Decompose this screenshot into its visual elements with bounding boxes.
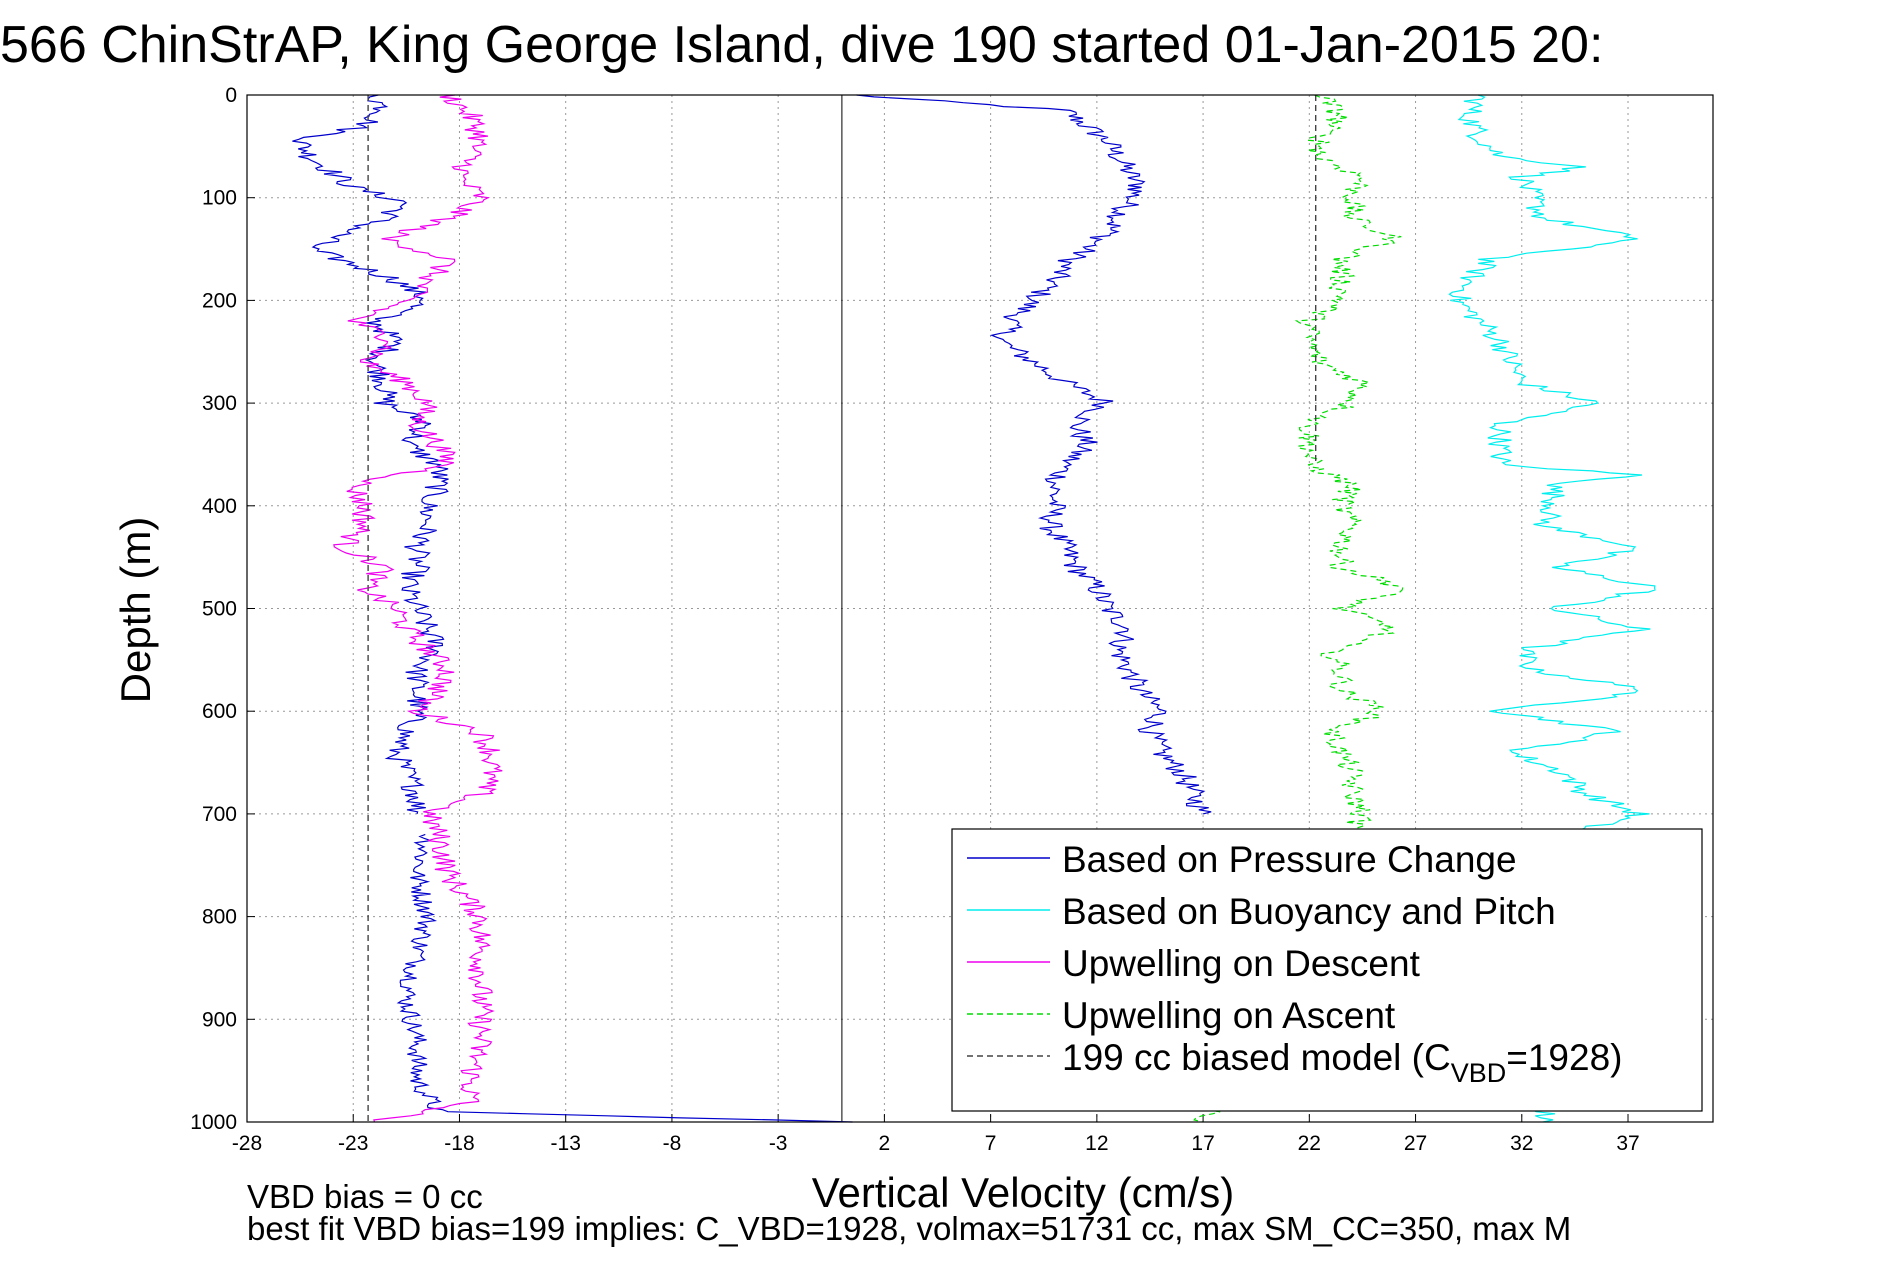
x-tick-label: 37 — [1616, 1132, 1639, 1155]
series-line-0 — [856, 94, 1212, 815]
legend-box — [951, 828, 1703, 1112]
legend-label: Based on Buoyancy and Pitch — [1062, 891, 1556, 932]
y-tick-label: 500 — [202, 598, 237, 621]
y-tick-label: 700 — [202, 803, 237, 826]
legend-label: Upwelling on Descent — [1062, 943, 1421, 984]
x-tick-label: -13 — [551, 1132, 581, 1155]
x-tick-label: -23 — [338, 1132, 368, 1155]
y-axis-label: Depth (m) — [112, 517, 159, 704]
bias-note: VBD bias = 0 cc — [247, 1178, 483, 1215]
y-tick-label: 600 — [202, 700, 237, 723]
chart-title: 566 ChinStrAP, King George Island, dive … — [0, 16, 1603, 74]
x-axis-label: Vertical Velocity (cm/s) — [812, 1169, 1234, 1216]
series-line-0-deep — [396, 833, 853, 1123]
x-tick-label: 17 — [1191, 1132, 1214, 1155]
y-tick-label: 200 — [202, 289, 237, 312]
series-line-0-ascent — [292, 94, 449, 815]
y-tick-label: 400 — [202, 495, 237, 518]
x-tick-label: 22 — [1298, 1132, 1321, 1155]
y-tick-label: 1000 — [190, 1111, 237, 1134]
best-fit-note: best fit VBD bias=199 implies: C_VBD=192… — [247, 1210, 1571, 1247]
axis-ticks: -28 -23 -18 -13 -8 -3 2 7 12 17 22 27 32 370100200300… — [190, 84, 1639, 1155]
y-tick-label: 900 — [202, 1008, 237, 1031]
legend-suffix: =1928) — [1506, 1037, 1622, 1078]
y-tick-label: 300 — [202, 392, 237, 415]
x-tick-label: 2 — [879, 1132, 891, 1155]
legend-label: Based on Pressure Change — [1062, 839, 1517, 880]
x-tick-label: -18 — [444, 1132, 474, 1155]
plot-frame — [246, 94, 1714, 1123]
x-tick-label: -8 — [663, 1132, 682, 1155]
x-tick-label: -28 — [232, 1132, 262, 1155]
y-tick-label: 100 — [202, 187, 237, 210]
legend-subscript: VBD — [1451, 1058, 1507, 1088]
legend-label: Upwelling on Ascent — [1062, 995, 1396, 1036]
series-line-2 — [333, 94, 503, 1123]
x-tick-label: 12 — [1085, 1132, 1108, 1155]
x-tick-label: 32 — [1510, 1132, 1533, 1155]
y-tick-label: 0 — [225, 84, 237, 107]
x-tick-label: -3 — [769, 1132, 788, 1155]
y-tick-label: 800 — [202, 906, 237, 929]
x-tick-label: 27 — [1404, 1132, 1427, 1155]
x-tick-label: 7 — [985, 1132, 997, 1155]
legend: Based on Pressure Change Based on Buoyanc… — [951, 828, 1703, 1112]
